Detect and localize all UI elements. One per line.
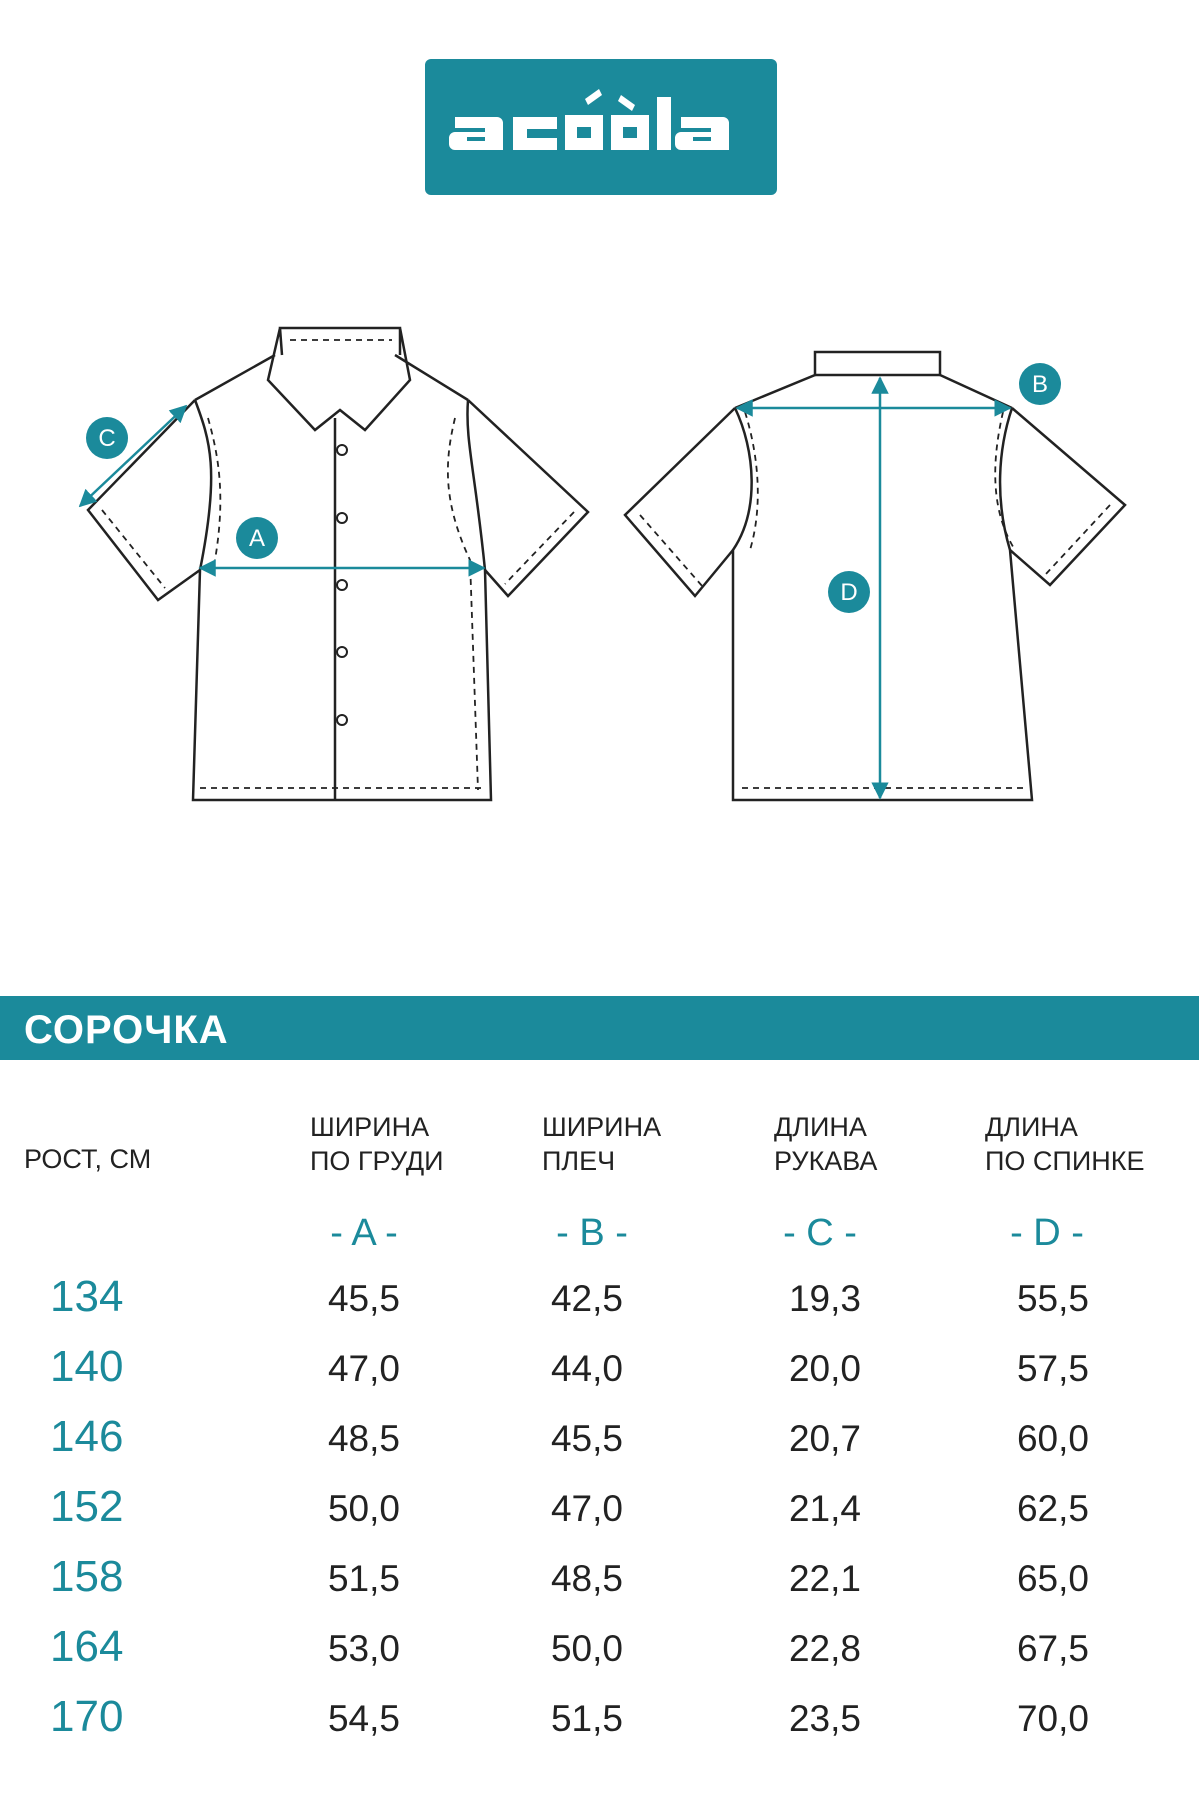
badge-c: C	[86, 417, 128, 459]
row-size: 158	[50, 1552, 124, 1601]
value-chest-width: 47,0	[327, 1348, 400, 1389]
shirt-diagram: A C B D	[78, 326, 1127, 802]
shirt-back-outline	[623, 350, 1127, 802]
shirt-front-buttons	[336, 444, 348, 726]
table-row: 170 54,5 51,5 23,5 70,0	[0, 1692, 1199, 1762]
column-header-a-line2: ПО ГРУДИ	[310, 1146, 444, 1176]
shirt-front-outline	[86, 326, 590, 802]
badge-a-label: A	[249, 525, 265, 552]
badge-d-label: D	[840, 579, 857, 606]
column-header-b-line1: ШИРИНА	[542, 1112, 662, 1142]
table-row: 164 53,0 50,0 22,8 67,5	[0, 1622, 1199, 1692]
row-size: 140	[50, 1342, 124, 1391]
badge-b: B	[1019, 363, 1061, 405]
column-header-c-line1: ДЛИНА	[774, 1112, 867, 1142]
column-header-b-line2: ПЛЕЧ	[542, 1146, 616, 1176]
table-row: 146 48,5 45,5 20,7 60,0	[0, 1412, 1199, 1482]
badge-d: D	[828, 571, 870, 613]
column-header-c-line2: РУКАВА	[774, 1146, 878, 1176]
table-row: 140 47,0 44,0 20,0 57,5	[0, 1342, 1199, 1412]
value-shoulder-width: 48,5	[550, 1558, 623, 1599]
badge-c-label: C	[98, 425, 115, 452]
value-shoulder-width: 45,5	[550, 1418, 623, 1459]
value-sleeve-length: 23,5	[788, 1698, 861, 1739]
value-back-length: 65,0	[1016, 1558, 1089, 1599]
value-chest-width: 53,0	[327, 1628, 400, 1669]
column-letter-d: - D -	[1010, 1212, 1084, 1254]
section-title: СОРОЧКА	[24, 1008, 229, 1052]
value-chest-width: 48,5	[327, 1418, 400, 1459]
logo-wordmark	[449, 89, 729, 150]
row-size: 134	[50, 1272, 124, 1321]
row-size: 170	[50, 1692, 124, 1741]
table-row: 134 45,5 42,5 19,3 55,5	[0, 1272, 1199, 1342]
table-row: 158 51,5 48,5 22,1 65,0	[0, 1552, 1199, 1622]
value-sleeve-length: 19,3	[788, 1278, 861, 1319]
value-back-length: 55,5	[1016, 1278, 1089, 1319]
value-chest-width: 54,5	[327, 1698, 400, 1739]
shirt-front-stitching	[101, 339, 575, 791]
value-back-length: 62,5	[1016, 1488, 1089, 1529]
value-sleeve-length: 22,1	[788, 1558, 861, 1599]
value-back-length: 60,0	[1016, 1418, 1089, 1459]
table-row: 152 50,0 47,0 21,4 62,5	[0, 1482, 1199, 1552]
column-letter-c: - C -	[783, 1212, 857, 1254]
shirt-back-stitching	[639, 411, 1111, 789]
column-letter-b: - B -	[556, 1212, 628, 1254]
column-header-a: ШИРИНА ПО ГРУДИ	[310, 1110, 444, 1178]
value-chest-width: 50,0	[327, 1488, 400, 1529]
row-size: 164	[50, 1622, 124, 1671]
column-header-d-line2: ПО СПИНКЕ	[985, 1146, 1145, 1176]
value-back-length: 57,5	[1016, 1348, 1089, 1389]
value-back-length: 67,5	[1016, 1628, 1089, 1669]
value-shoulder-width: 44,0	[550, 1348, 623, 1389]
value-sleeve-length: 20,0	[788, 1348, 861, 1389]
value-shoulder-width: 51,5	[550, 1698, 623, 1739]
size-header: РОСТ, СМ	[24, 1144, 152, 1174]
column-header-a-line1: ШИРИНА	[310, 1112, 430, 1142]
measure-line-c	[78, 404, 188, 508]
row-size: 146	[50, 1412, 124, 1461]
value-shoulder-width: 50,0	[550, 1628, 623, 1669]
brand-logo	[425, 59, 777, 195]
column-header-d: ДЛИНА ПО СПИНКЕ	[985, 1110, 1144, 1178]
column-letter-a: - A -	[330, 1212, 398, 1254]
column-header-d-line1: ДЛИНА	[985, 1112, 1078, 1142]
section-title-bar: СОРОЧКА	[0, 996, 1199, 1060]
value-sleeve-length: 22,8	[788, 1628, 861, 1669]
value-chest-width: 45,5	[327, 1278, 400, 1319]
column-header-c: ДЛИНА РУКАВА	[774, 1110, 877, 1178]
value-sleeve-length: 21,4	[788, 1488, 861, 1529]
value-shoulder-width: 42,5	[550, 1278, 623, 1319]
value-sleeve-length: 20,7	[788, 1418, 861, 1459]
column-header-b: ШИРИНА ПЛЕЧ	[542, 1110, 661, 1178]
value-back-length: 70,0	[1016, 1698, 1089, 1739]
row-size: 152	[50, 1482, 124, 1531]
value-chest-width: 51,5	[327, 1558, 400, 1599]
value-shoulder-width: 47,0	[550, 1488, 623, 1529]
badge-b-label: B	[1032, 371, 1048, 398]
badge-a: A	[236, 517, 278, 559]
